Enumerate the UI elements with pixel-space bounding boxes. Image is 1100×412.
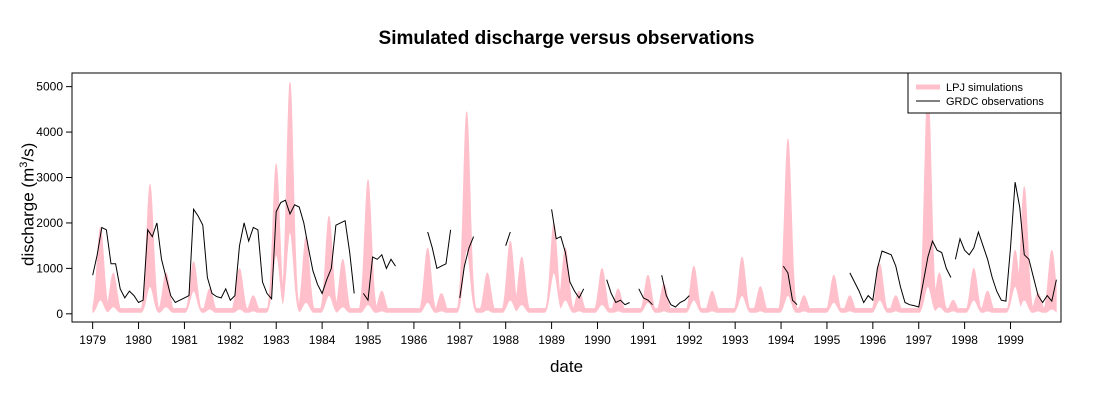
y-tick-label: 1000 <box>36 261 63 275</box>
y-tick-label: 2000 <box>36 216 63 230</box>
x-tick-label: 1994 <box>768 333 795 347</box>
legend-label-observations: GRDC observations <box>946 96 1044 108</box>
y-tick-label: 3000 <box>36 171 63 185</box>
y-tick-label: 4000 <box>36 125 63 139</box>
observation-line-segment-4 <box>505 231 511 246</box>
x-tick-label: 1980 <box>125 333 152 347</box>
observation-line-segment-11 <box>954 182 1057 304</box>
x-tick-label: 1988 <box>492 333 519 347</box>
x-tick-label: 1990 <box>584 333 611 347</box>
y-tick-label: 0 <box>56 307 63 321</box>
x-tick-label: 1985 <box>355 333 382 347</box>
x-tick-label: 1996 <box>859 333 886 347</box>
y-axis: 0 1000 2000 3000 4000 5000 <box>36 80 73 321</box>
observation-line-segment-0 <box>92 199 355 304</box>
x-tick-label: 1989 <box>538 333 565 347</box>
x-tick-label: 1997 <box>905 333 932 347</box>
observation-line-segment-6 <box>606 279 630 306</box>
x-tick-label: 1982 <box>217 333 244 347</box>
x-tick-label: 1983 <box>263 333 290 347</box>
observation-line-segment-9 <box>782 265 798 306</box>
x-tick-label: 1981 <box>171 333 198 347</box>
simulation-band <box>92 82 1057 313</box>
x-tick-label: 1984 <box>309 333 336 347</box>
observation-lines <box>92 182 1057 308</box>
x-tick-label: 1992 <box>676 333 703 347</box>
legend: LPJ simulations GRDC observations <box>907 72 1062 114</box>
simulation-bands <box>92 82 1057 313</box>
observation-line-segment-1 <box>362 253 396 302</box>
x-axis-label: date <box>549 357 584 376</box>
x-tick-label: 1993 <box>722 333 749 347</box>
x-tick-label: 1979 <box>79 333 106 347</box>
x-tick-label: 1987 <box>446 333 473 347</box>
x-tick-label: 1991 <box>630 333 657 347</box>
x-tick-label: 1998 <box>951 333 978 347</box>
x-axis: 1979 1980 1981 1982 1983 1984 1985 1986 1987 1988… <box>79 321 1024 347</box>
observation-line-segment-3 <box>459 236 475 298</box>
legend-label-simulations: LPJ simulations <box>946 82 1024 94</box>
y-tick-label: 5000 <box>36 80 63 94</box>
observation-line-segment-8 <box>661 275 690 308</box>
observation-line-segment-7 <box>638 288 653 306</box>
observation-line-segment-2 <box>427 229 452 270</box>
observation-line-segment-5 <box>551 209 585 299</box>
legend-box <box>907 72 1062 114</box>
x-tick-label: 1999 <box>997 333 1024 347</box>
observation-line-segment-10 <box>849 239 952 308</box>
x-tick-label: 1986 <box>401 333 428 347</box>
x-tick-label: 1995 <box>814 333 841 347</box>
chart-title: Simulated discharge versus observations <box>378 28 755 49</box>
